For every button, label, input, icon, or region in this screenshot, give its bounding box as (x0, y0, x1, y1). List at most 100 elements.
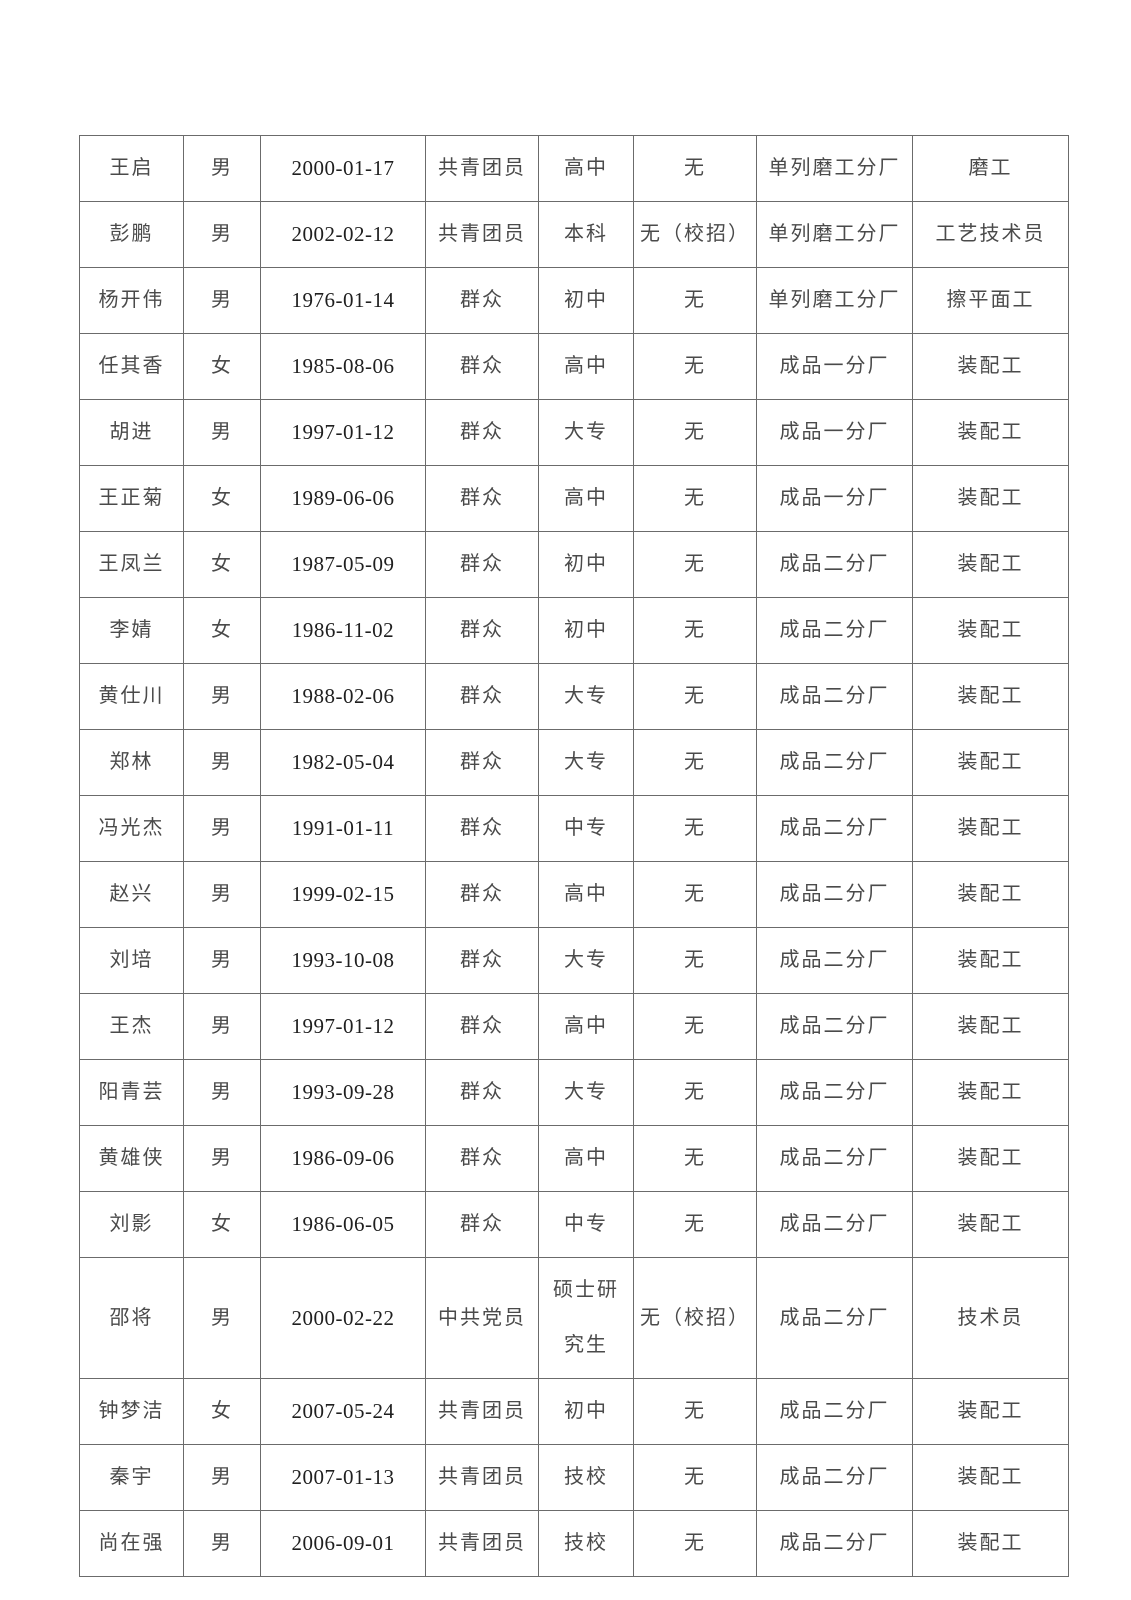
cell-birth_date: 2000-01-17 (260, 135, 426, 202)
cell-name: 杨开伟 (79, 267, 184, 334)
cell-gender: 女 (183, 333, 261, 400)
cell-recruitment_note: 无 (633, 531, 757, 598)
cell-birth_date: 1991-01-11 (260, 795, 426, 862)
cell-birth_date: 2002-02-12 (260, 201, 426, 268)
cell-position: 磨工 (912, 135, 1069, 202)
cell-position: 装配工 (912, 1378, 1069, 1445)
table-row: 刘培男 1993-10-08 群众 大专无成品二分厂 装配工 (79, 927, 1069, 994)
table-row: 王启男 2000-01-17 共青团员 高中无单列磨工分厂 磨工 (79, 135, 1069, 202)
cell-name: 钟梦洁 (79, 1378, 184, 1445)
cell-gender: 男 (183, 1059, 261, 1126)
cell-education: 大专 (538, 1059, 634, 1126)
cell-political_status: 群众 (425, 1125, 539, 1192)
cell-recruitment_note: 无 (633, 861, 757, 928)
table-row: 王杰男 1997-01-12 群众 高中无成品二分厂 装配工 (79, 993, 1069, 1060)
cell-gender: 男 (183, 861, 261, 928)
cell-gender: 女 (183, 1191, 261, 1258)
cell-name: 王杰 (79, 993, 184, 1060)
cell-position: 装配工 (912, 1444, 1069, 1511)
personnel-table: 王启男 2000-01-17 共青团员 高中无单列磨工分厂 磨工 彭鹏男 2002-02-1… (79, 135, 1069, 1577)
cell-division: 成品二分厂 (756, 993, 913, 1060)
cell-position: 工艺技术员 (912, 201, 1069, 268)
cell-political_status: 共青团员 (425, 1510, 539, 1577)
cell-division: 成品二分厂 (756, 1510, 913, 1577)
cell-political_status: 中共党员 (425, 1257, 539, 1379)
cell-gender: 男 (183, 267, 261, 334)
cell-gender: 女 (183, 1378, 261, 1445)
cell-division: 单列磨工分厂 (756, 201, 913, 268)
cell-political_status: 群众 (425, 795, 539, 862)
cell-recruitment_note: 无 (633, 1191, 757, 1258)
table-row: 黄仕川男 1988-02-06 群众 大专无成品二分厂 装配工 (79, 663, 1069, 730)
table-row: 彭鹏男 2002-02-12 共青团员 本科 无（校招） 单列磨工分厂 工艺技术员 (79, 201, 1069, 268)
cell-education: 高中 (538, 333, 634, 400)
cell-position: 技术员 (912, 1257, 1069, 1379)
cell-name: 王凤兰 (79, 531, 184, 598)
cell-gender: 男 (183, 927, 261, 994)
cell-name: 刘培 (79, 927, 184, 994)
cell-education: 技校 (538, 1444, 634, 1511)
cell-recruitment_note: 无 (633, 729, 757, 796)
cell-political_status: 共青团员 (425, 1444, 539, 1511)
cell-political_status: 群众 (425, 333, 539, 400)
cell-recruitment_note: 无 (633, 663, 757, 730)
cell-recruitment_note: 无 (633, 465, 757, 532)
cell-gender: 男 (183, 1444, 261, 1511)
cell-gender: 男 (183, 1125, 261, 1192)
cell-gender: 男 (183, 993, 261, 1060)
cell-birth_date: 2000-02-22 (260, 1257, 426, 1379)
cell-recruitment_note: 无 (633, 927, 757, 994)
table-row: 钟梦洁女 2007-05-24 共青团员 初中无成品二分厂 装配工 (79, 1378, 1069, 1445)
table-body: 王启男 2000-01-17 共青团员 高中无单列磨工分厂 磨工 彭鹏男 2002-02-1… (79, 135, 1069, 1577)
cell-gender: 女 (183, 597, 261, 664)
cell-political_status: 群众 (425, 993, 539, 1060)
cell-position: 装配工 (912, 1059, 1069, 1126)
cell-recruitment_note: 无 (633, 1125, 757, 1192)
cell-birth_date: 1999-02-15 (260, 861, 426, 928)
cell-gender: 女 (183, 465, 261, 532)
cell-recruitment_note: 无 (633, 1378, 757, 1445)
cell-division: 单列磨工分厂 (756, 135, 913, 202)
cell-education: 初中 (538, 267, 634, 334)
cell-recruitment_note: 无 (633, 1059, 757, 1126)
cell-recruitment_note: 无 (633, 1444, 757, 1511)
cell-political_status: 群众 (425, 399, 539, 466)
cell-position: 装配工 (912, 729, 1069, 796)
cell-birth_date: 1985-08-06 (260, 333, 426, 400)
cell-position: 装配工 (912, 1191, 1069, 1258)
cell-birth_date: 2007-01-13 (260, 1444, 426, 1511)
cell-birth_date: 2006-09-01 (260, 1510, 426, 1577)
cell-name: 郑林 (79, 729, 184, 796)
cell-recruitment_note: 无 (633, 1510, 757, 1577)
cell-name: 胡进 (79, 399, 184, 466)
cell-gender: 男 (183, 399, 261, 466)
cell-division: 成品二分厂 (756, 1378, 913, 1445)
cell-name: 阳青芸 (79, 1059, 184, 1126)
cell-name: 赵兴 (79, 861, 184, 928)
cell-political_status: 群众 (425, 861, 539, 928)
cell-education: 大专 (538, 927, 634, 994)
cell-birth_date: 1993-10-08 (260, 927, 426, 994)
cell-education: 大专 (538, 399, 634, 466)
cell-education: 中专 (538, 795, 634, 862)
cell-position: 装配工 (912, 1125, 1069, 1192)
cell-name: 黄雄侠 (79, 1125, 184, 1192)
cell-division: 成品二分厂 (756, 1125, 913, 1192)
cell-division: 单列磨工分厂 (756, 267, 913, 334)
cell-division: 成品二分厂 (756, 1191, 913, 1258)
cell-education: 高中 (538, 135, 634, 202)
cell-education: 本科 (538, 201, 634, 268)
cell-birth_date: 1982-05-04 (260, 729, 426, 796)
cell-division: 成品二分厂 (756, 597, 913, 664)
cell-name: 彭鹏 (79, 201, 184, 268)
cell-division: 成品二分厂 (756, 1059, 913, 1126)
cell-education: 硕士研究生 (538, 1257, 634, 1379)
cell-gender: 男 (183, 1510, 261, 1577)
cell-name: 冯光杰 (79, 795, 184, 862)
table-row: 王凤兰女 1987-05-09 群众 初中无成品二分厂 装配工 (79, 531, 1069, 598)
cell-education: 初中 (538, 531, 634, 598)
cell-name: 邵将 (79, 1257, 184, 1379)
cell-political_status: 群众 (425, 927, 539, 994)
cell-name: 王正菊 (79, 465, 184, 532)
